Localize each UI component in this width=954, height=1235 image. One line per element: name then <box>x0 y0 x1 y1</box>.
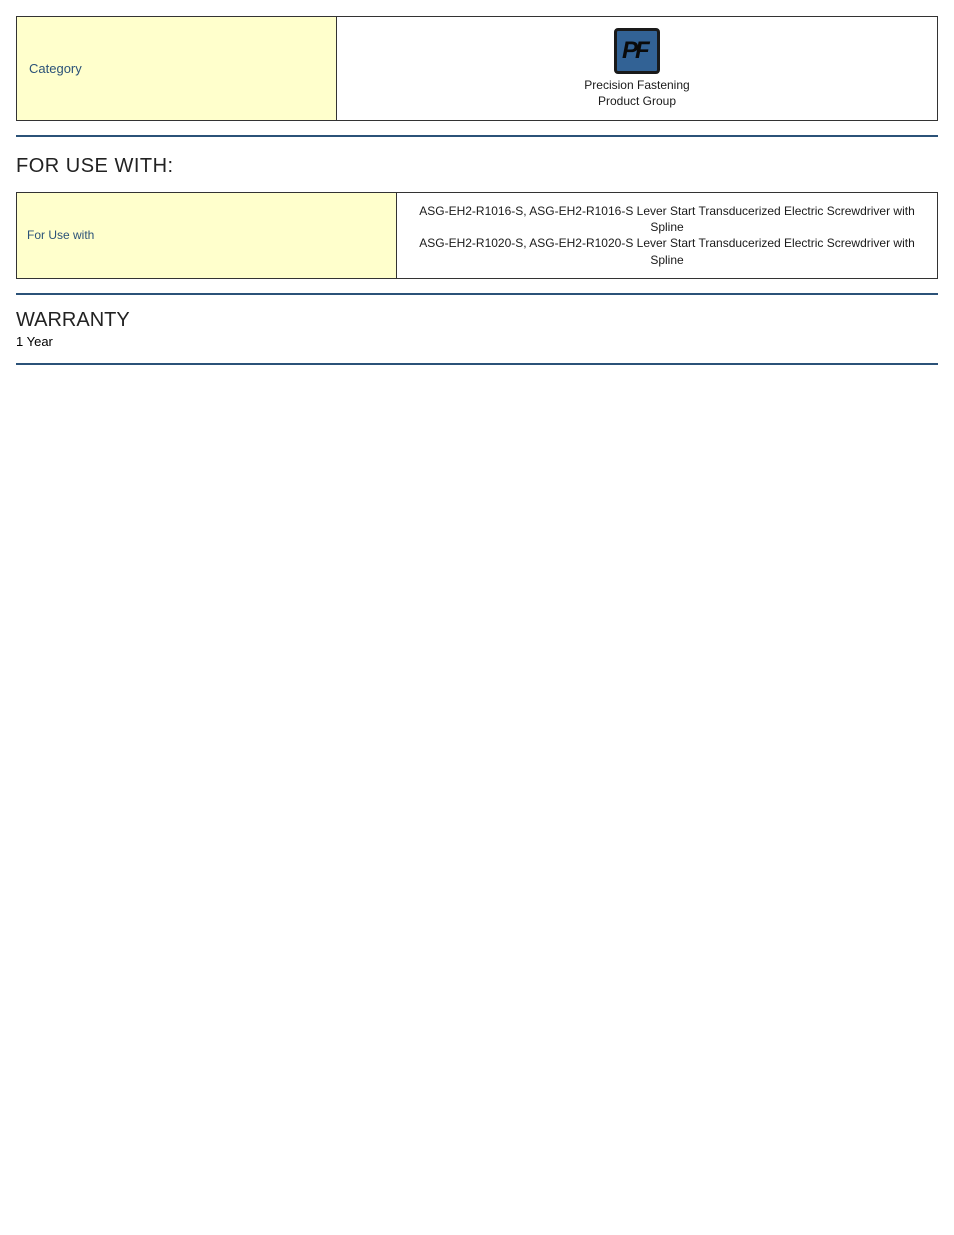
for-use-with-value-cell: ASG-EH2-R1016-S, ASG-EH2-R1016-S Lever S… <box>397 193 938 279</box>
divider-3 <box>16 363 938 365</box>
category-table: Category P F Precision Fastening Product… <box>16 16 938 121</box>
divider-1 <box>16 135 938 137</box>
for-use-with-line2: ASG-EH2-R1020-S, ASG-EH2-R1020-S Lever S… <box>419 236 915 266</box>
category-caption: Precision Fastening Product Group <box>345 78 929 109</box>
for-use-with-label: For Use with <box>27 228 94 242</box>
warranty-heading: WARRANTY <box>16 309 938 332</box>
caption-line1: Precision Fastening <box>584 78 689 92</box>
warranty-value: 1 Year <box>16 334 938 349</box>
pf-logo-svg: P F <box>620 34 654 68</box>
for-use-with-line1: ASG-EH2-R1016-S, ASG-EH2-R1016-S Lever S… <box>419 204 915 234</box>
caption-line2: Product Group <box>598 94 676 108</box>
for-use-with-heading: FOR USE WITH: <box>16 155 938 178</box>
category-value-cell: P F Precision Fastening Product Group <box>337 17 938 121</box>
divider-2 <box>16 293 938 295</box>
for-use-with-table: For Use with ASG-EH2-R1016-S, ASG-EH2-R1… <box>16 192 938 279</box>
for-use-with-label-cell: For Use with <box>17 193 397 279</box>
svg-text:F: F <box>635 37 651 64</box>
category-label-cell: Category <box>17 17 337 121</box>
pf-icon: P F <box>614 28 660 74</box>
category-label: Category <box>29 61 82 76</box>
